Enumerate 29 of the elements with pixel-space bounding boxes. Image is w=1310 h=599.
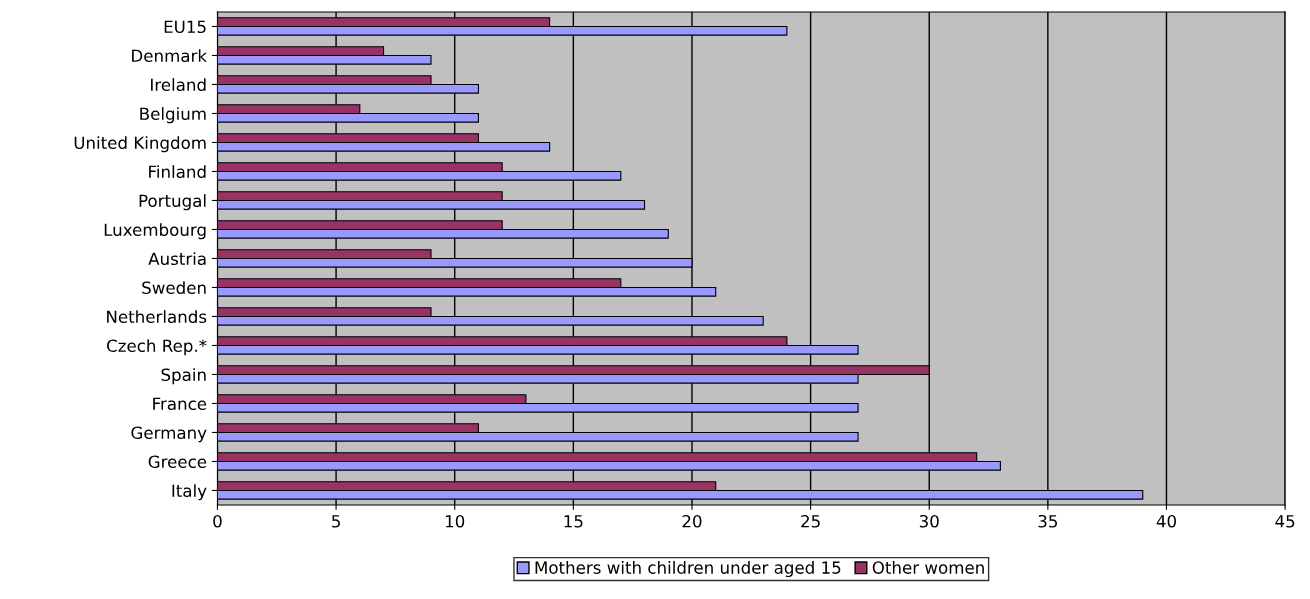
y-tick-label: Finland bbox=[149, 165, 206, 179]
y-tick-label: Denmark bbox=[132, 49, 207, 63]
x-tick-label: 5 bbox=[332, 515, 340, 528]
y-tick-label: Portugal bbox=[139, 194, 206, 211]
y-tick-label: Sweden bbox=[142, 281, 206, 295]
y-tick-label: France bbox=[153, 397, 207, 411]
x-tick-label: 40 bbox=[1156, 514, 1176, 528]
y-tick-label: United Kingdom bbox=[74, 136, 206, 153]
y-tick-label: Greece bbox=[148, 455, 207, 469]
x-tick-label: 45 bbox=[1275, 515, 1295, 528]
y-tick-label: Luxembourg bbox=[104, 223, 206, 240]
y-tick-label: EU15 bbox=[164, 20, 206, 34]
y-tick-label: Belgium bbox=[140, 107, 206, 124]
x-tick-label: 10 bbox=[445, 514, 465, 528]
y-tick-label: Ireland bbox=[151, 78, 206, 92]
x-tick-label: 25 bbox=[801, 514, 820, 528]
y-tick-label: Netherlands bbox=[107, 310, 207, 324]
y-tick-label: Germany bbox=[131, 426, 207, 443]
y-tick-label: Czech Rep.* bbox=[107, 339, 207, 356]
y-tick-label: Italy bbox=[172, 484, 207, 501]
legend-label: Other women bbox=[872, 560, 984, 574]
x-tick-label: 35 bbox=[1038, 514, 1057, 528]
legend-label: Mothers with children under aged 15 bbox=[535, 560, 841, 578]
y-tick-label: Austria bbox=[148, 252, 206, 266]
x-tick-label: 20 bbox=[682, 514, 702, 528]
x-tick-label: 0 bbox=[213, 514, 222, 528]
y-tick-label: Spain bbox=[161, 368, 206, 385]
x-tick-label: 15 bbox=[564, 515, 583, 528]
x-tick-label: 30 bbox=[919, 514, 939, 528]
